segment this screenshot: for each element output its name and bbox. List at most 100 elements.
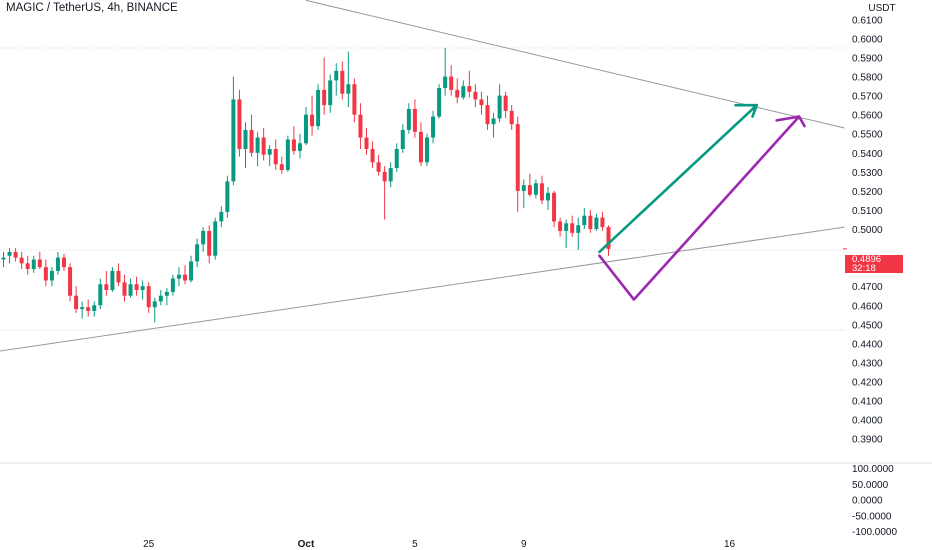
candle-body [25, 263, 30, 270]
price-axis-tick: 0.5300 [852, 168, 883, 179]
candle-body [503, 95, 508, 111]
price-axis-tick: 0.5000 [852, 225, 883, 236]
candle-body [170, 278, 175, 292]
price-axis-panel [845, 0, 932, 550]
candle-body [533, 183, 538, 195]
purple-arrowhead [775, 115, 806, 128]
oscillator-axis-tick: 0.0000 [852, 496, 883, 507]
candle-body [55, 257, 60, 271]
chart-title: MAGIC / TetherUS, 4h, BINANCE [6, 2, 178, 14]
price-axis-tick: 0.4300 [852, 358, 883, 369]
candle-body [110, 270, 115, 291]
candle-body [546, 192, 550, 201]
candle-body [255, 137, 260, 153]
candle-body [164, 291, 169, 296]
price-axis-tick: 0.5900 [852, 54, 883, 65]
candle-body [600, 217, 605, 228]
lower-trendline [0, 226, 845, 352]
candle-body [49, 270, 54, 281]
oscillator-axis-tick: -50.0000 [852, 511, 892, 522]
candle-body [104, 284, 109, 291]
price-axis-tick: 0.3900 [852, 435, 883, 446]
last-price-tag: 0.4896 32:18 [845, 255, 903, 273]
price-axis-tick: 0.5700 [852, 92, 883, 103]
candle-body [31, 259, 36, 270]
candle-body [297, 143, 302, 151]
candle-body [134, 284, 139, 291]
time-axis-tick: Oct [298, 539, 315, 550]
time-axis-tick: 16 [724, 539, 736, 550]
candle-body [19, 257, 24, 264]
candle-body [564, 223, 569, 231]
candle-body [183, 274, 187, 281]
green-projection-arrow [598, 103, 759, 254]
last-price-value: 0.4896 [852, 254, 882, 265]
oscillator-axis-tick: 50.0000 [852, 480, 889, 491]
price-axis-tick: 0.5200 [852, 187, 883, 198]
price-axis-tick: 0.5100 [852, 206, 883, 217]
candle-body [92, 305, 97, 311]
candle-body [13, 251, 18, 258]
candle-body [364, 137, 369, 149]
candle-body [1, 257, 6, 260]
candle-body [195, 244, 200, 262]
candle-body [576, 225, 581, 233]
upper-trendline [305, 0, 845, 129]
candle-body [473, 91, 478, 100]
candle-body [213, 221, 218, 256]
candle-body [74, 295, 79, 310]
candle-body [310, 114, 315, 127]
candle-body [521, 185, 526, 191]
candle-body [491, 118, 496, 125]
candle-body [304, 114, 308, 144]
time-axis-tick: 25 [143, 539, 155, 550]
candle-body [86, 307, 91, 311]
candle-body [328, 80, 333, 106]
candle-body [461, 86, 466, 98]
candle-body [116, 270, 121, 283]
candle-body [509, 110, 514, 125]
candle-body [406, 108, 411, 130]
candle-body [485, 105, 490, 125]
candle-body [158, 295, 163, 302]
price-axis-tick: 0.5800 [852, 73, 883, 84]
candle-body [539, 183, 544, 201]
currency-label[interactable]: USDT [868, 3, 896, 14]
candle-body [582, 215, 587, 226]
candle-body [431, 116, 436, 138]
candle-body [152, 301, 157, 308]
candle-body [400, 129, 405, 149]
candle-body [43, 267, 48, 281]
candle-body [207, 230, 212, 256]
candle-body [68, 267, 73, 296]
candle-body [37, 259, 42, 268]
candle-body [279, 164, 284, 170]
price-axis-tick: 0.4500 [852, 320, 883, 331]
candle-body [140, 286, 145, 291]
candle-body [443, 76, 448, 88]
candle-body [249, 129, 254, 153]
candle-body [146, 286, 151, 308]
price-axis-tick: 0.6100 [852, 15, 883, 26]
candle-body [515, 124, 520, 191]
price-axis-tick: 0.5400 [852, 149, 883, 160]
purple-projection-arrow [598, 115, 801, 301]
price-axis-tick: 0.4200 [852, 377, 883, 388]
price-axis-tick: 0.5600 [852, 111, 883, 122]
candle-body [594, 217, 599, 230]
candle-body [376, 162, 381, 172]
candle-body [558, 221, 563, 231]
candle-body [340, 70, 345, 94]
candle-body [189, 261, 194, 281]
candle-body [437, 87, 442, 117]
time-axis-tick: 5 [412, 539, 418, 550]
candle-body [316, 89, 321, 127]
candle-body [606, 227, 611, 249]
price-axis-tick: 0.4400 [852, 339, 883, 350]
candle-body [80, 307, 85, 310]
candle-body [201, 230, 206, 245]
candle-body [418, 131, 423, 163]
candle-body [425, 137, 429, 163]
price-axis-tick: 0.4600 [852, 301, 883, 312]
